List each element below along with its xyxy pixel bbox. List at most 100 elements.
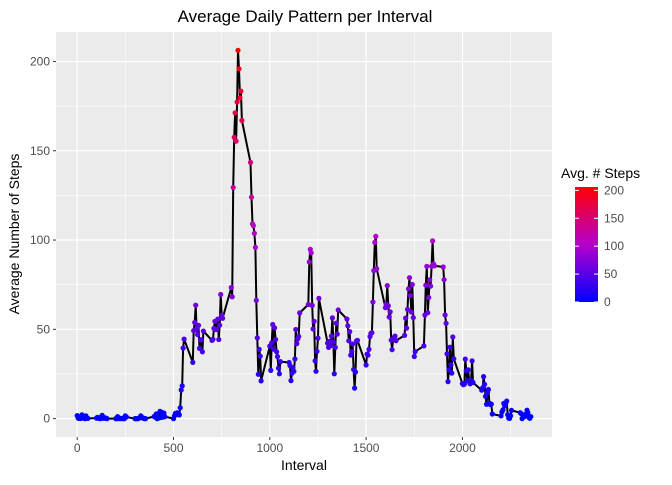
data-point (195, 322, 202, 328)
data-point (254, 335, 260, 341)
data-point (410, 315, 416, 321)
data-point (123, 414, 129, 420)
data-point (363, 362, 369, 368)
data-point (430, 238, 436, 244)
data-point (239, 117, 245, 123)
data-point (200, 328, 206, 334)
data-point (403, 315, 409, 321)
data-point (305, 301, 311, 308)
data-point (234, 99, 240, 105)
legend-title: Avg. # Steps (561, 165, 640, 181)
data-point (440, 264, 446, 270)
data-point (481, 374, 487, 380)
y-tick-label: 200 (30, 54, 50, 68)
data-point (288, 378, 294, 384)
data-point (482, 381, 488, 387)
y-tick-label: 50 (37, 322, 51, 336)
data-point (469, 358, 475, 364)
data-point (297, 310, 303, 316)
data-point (198, 337, 204, 343)
data-point (272, 325, 278, 331)
data-point (423, 282, 429, 288)
x-tick-label: 500 (163, 441, 183, 455)
legend-tick-label: 200 (604, 183, 624, 197)
data-point (180, 345, 186, 351)
data-point (525, 410, 531, 416)
data-point (334, 331, 340, 337)
data-point (448, 362, 454, 368)
x-tick-label: 2000 (449, 441, 476, 455)
data-point (350, 341, 356, 347)
data-point (192, 319, 198, 326)
data-point (451, 356, 457, 362)
major-gridlines (56, 32, 552, 437)
data-point (328, 333, 334, 339)
data-point (327, 343, 334, 349)
data-point (193, 302, 199, 308)
data-point (332, 344, 338, 350)
data-point (248, 194, 255, 200)
legend-ticks: 0 50 100 150 200 (575, 183, 624, 309)
data-point (268, 367, 274, 373)
data-point (408, 309, 414, 315)
data-point (178, 387, 184, 393)
data-point (232, 110, 238, 116)
data-point (409, 281, 415, 288)
data-point (306, 259, 312, 265)
data-point (465, 367, 471, 373)
data-point (218, 291, 224, 298)
data-point (294, 341, 300, 347)
data-point (404, 325, 410, 331)
data-point (251, 230, 257, 236)
data-point (500, 407, 506, 413)
legend-colorbar (575, 187, 598, 302)
legend-tick-label: 0 (604, 295, 611, 309)
data-point (296, 333, 302, 340)
data-point (310, 326, 316, 332)
data-point (508, 413, 514, 419)
data-point (485, 386, 491, 393)
data-point (313, 368, 319, 374)
data-point (528, 414, 534, 420)
data-point (450, 334, 456, 340)
data-point (236, 66, 242, 72)
data-point (162, 414, 168, 420)
x-tick-label: 0 (74, 441, 81, 455)
data-point (427, 277, 433, 283)
data-point (504, 398, 510, 404)
data-point (425, 310, 431, 316)
data-point (238, 88, 244, 94)
data-point (428, 283, 434, 289)
data-point (366, 346, 372, 352)
data-point (253, 297, 259, 303)
data-point (292, 356, 298, 362)
plot-panel (56, 32, 552, 437)
data-point (316, 295, 322, 301)
data-point (257, 353, 263, 359)
data-point (447, 344, 453, 350)
x-tick-label: 1000 (256, 441, 283, 455)
y-tick-label: 100 (30, 233, 50, 247)
data-point (345, 323, 351, 329)
data-point (424, 263, 430, 269)
data-point (229, 294, 235, 300)
data-point (308, 250, 314, 256)
data-point (372, 239, 378, 245)
data-point (195, 331, 201, 338)
data-point (330, 339, 336, 345)
data-point (407, 293, 413, 299)
data-point (143, 416, 149, 422)
data-point (291, 368, 297, 374)
x-axis-title: Interval (281, 457, 327, 473)
data-point (233, 138, 239, 144)
data-point (311, 318, 317, 324)
data-point (258, 378, 264, 384)
data-point (293, 326, 299, 333)
data-point (335, 307, 341, 313)
data-point (346, 338, 352, 344)
data-point (255, 371, 261, 377)
data-point (237, 95, 243, 101)
data-point (508, 407, 515, 413)
